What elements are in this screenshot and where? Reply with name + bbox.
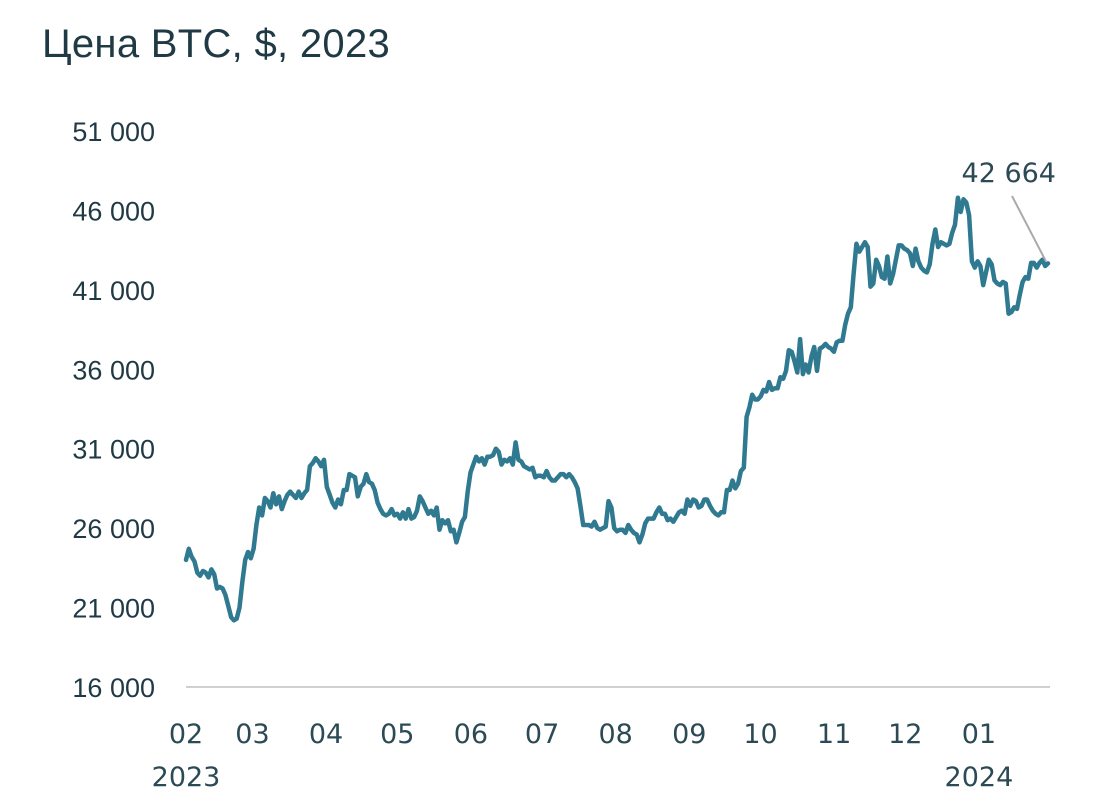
x-tick-label: 08: [599, 719, 633, 750]
y-axis: 16 000 21 000 26 000 31 000 36 000 41 000 46 0…: [72, 117, 155, 703]
y-tick-label: 41 000: [72, 276, 155, 306]
x-tick-label: 06: [454, 719, 488, 750]
y-tick-label: 46 000: [72, 196, 155, 226]
price-line: [183, 195, 1051, 623]
x-tick-label: 01: [962, 719, 996, 750]
x-axis: 02 03 04 05 06 07 08 09 10 11 12 01 2023 2024: [152, 719, 1014, 793]
x-tick-label: 12: [888, 719, 922, 750]
last-price-annotation: 42 664: [962, 158, 1056, 189]
x-tick-label: 07: [525, 719, 559, 750]
y-tick-label: 51 000: [72, 117, 155, 147]
x-tick-label: 09: [672, 719, 706, 750]
x-tick-label: 05: [380, 719, 414, 750]
y-tick-label: 31 000: [72, 435, 155, 465]
x-tick-label: 04: [309, 719, 343, 750]
x-tick-label: 10: [743, 719, 777, 750]
y-tick-label: 21 000: [72, 594, 155, 624]
y-tick-label: 36 000: [72, 355, 155, 385]
x-tick-label: 11: [817, 719, 851, 750]
x-tick-label: 03: [235, 719, 269, 750]
annotation-leader-line: [1011, 195, 1047, 262]
x-year-label: 2023: [152, 762, 221, 793]
y-tick-label: 26 000: [72, 514, 155, 544]
y-tick-label: 16 000: [72, 673, 155, 703]
x-tick-label: 02: [169, 719, 203, 750]
chart-title: Цена BTC, $, 2023: [42, 22, 391, 66]
x-year-label: 2024: [945, 762, 1014, 793]
